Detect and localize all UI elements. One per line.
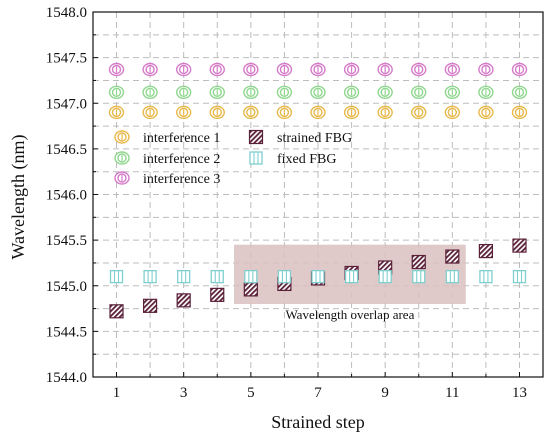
point-fixed-FBG xyxy=(412,269,426,284)
overlap-area-label: Wavelength overlap area xyxy=(285,307,414,322)
point-interference-2 xyxy=(175,85,192,100)
point-interference-2 xyxy=(377,85,393,100)
point-interference-3 xyxy=(511,62,528,77)
x-tick-label: 1 xyxy=(113,385,121,401)
y-axis: 1544.0 1544.5 1545.0 1545.5 1546.0 1546.5 1547… xyxy=(46,5,98,386)
legend-label-interference-3: interference 3 xyxy=(143,172,220,187)
series-interference-1 xyxy=(108,105,528,120)
x-tick-label: 11 xyxy=(445,385,459,401)
point-interference-2 xyxy=(108,85,125,100)
legend: interference 1 interference 2 interference… xyxy=(114,129,352,187)
point-interference-1 xyxy=(175,105,192,120)
x-tick-label: 9 xyxy=(381,385,389,401)
point-interference-1 xyxy=(243,105,259,120)
point-interference-2 xyxy=(343,85,360,100)
point-interference-2 xyxy=(411,85,427,100)
series-interference-2 xyxy=(108,85,528,100)
x-tick-label: 7 xyxy=(314,385,322,401)
point-interference-1 xyxy=(478,105,494,120)
point-strained-FBG xyxy=(445,249,460,264)
point-strained-FBG xyxy=(243,282,258,297)
x-tick-label: 5 xyxy=(247,385,255,401)
y-axis-title: Wavelength (nm) xyxy=(8,134,29,259)
point-interference-3 xyxy=(142,62,158,77)
series-strained-FBG xyxy=(109,238,527,319)
x-axis: 1 3 5 7 9 11 13 xyxy=(113,372,527,401)
point-interference-1 xyxy=(142,105,158,120)
point-interference-2 xyxy=(276,85,293,100)
point-fixed-FBG xyxy=(177,269,191,284)
y-tick-label: 1548.0 xyxy=(46,5,87,21)
y-tick-label: 1544.5 xyxy=(46,324,87,340)
point-interference-3 xyxy=(310,62,326,77)
point-fixed-FBG xyxy=(143,269,157,284)
point-fixed-FBG xyxy=(378,269,392,284)
point-interference-2 xyxy=(444,85,461,100)
point-interference-2 xyxy=(142,85,158,100)
point-fixed-FBG xyxy=(277,269,292,284)
y-tick-label: 1545.5 xyxy=(46,233,87,249)
point-fixed-FBG xyxy=(109,269,124,284)
point-interference-3 xyxy=(478,62,494,77)
legend-label-interference-1: interference 1 xyxy=(143,131,220,146)
point-interference-2 xyxy=(243,85,259,100)
y-tick-label: 1544.0 xyxy=(46,370,87,386)
y-tick-label: 1547.5 xyxy=(46,51,87,67)
point-fixed-FBG xyxy=(512,269,527,284)
point-interference-1 xyxy=(108,105,125,120)
point-interference-1 xyxy=(310,105,326,120)
point-interference-1 xyxy=(377,105,393,120)
y-tick-label: 1547.0 xyxy=(46,96,87,112)
point-interference-2 xyxy=(310,85,326,100)
point-interference-3 xyxy=(444,62,461,77)
point-interference-2 xyxy=(209,85,225,100)
point-interference-3 xyxy=(276,62,293,77)
point-fixed-FBG xyxy=(479,269,493,284)
point-interference-1 xyxy=(343,105,360,120)
point-interference-1 xyxy=(209,105,225,120)
point-fixed-FBG xyxy=(210,269,224,284)
y-tick-label: 1546.5 xyxy=(46,142,87,158)
point-fixed-FBG xyxy=(344,269,359,284)
point-strained-FBG xyxy=(210,287,225,302)
point-fixed-FBG xyxy=(311,269,325,284)
legend-label-strained-FBG: strained FBG xyxy=(277,131,352,146)
legend-label-interference-2: interference 2 xyxy=(143,152,220,167)
legend-marker-interference-1 xyxy=(114,130,130,144)
point-strained-FBG xyxy=(478,243,494,259)
point-interference-3 xyxy=(343,62,360,77)
point-strained-FBG xyxy=(109,304,124,319)
point-interference-3 xyxy=(377,62,393,77)
x-axis-title: Strained step xyxy=(271,412,364,432)
x-tick-label: 3 xyxy=(180,385,188,401)
point-strained-FBG xyxy=(142,298,158,313)
legend-marker-strained-FBG xyxy=(248,129,264,145)
point-interference-1 xyxy=(411,105,427,120)
point-interference-3 xyxy=(243,62,259,77)
series-fixed-FBG xyxy=(109,269,527,284)
x-tick-label: 13 xyxy=(512,385,527,401)
legend-marker-interference-2 xyxy=(114,151,130,165)
point-interference-3 xyxy=(411,62,427,77)
series-interference-3 xyxy=(108,62,528,77)
point-strained-FBG xyxy=(512,238,527,253)
point-fixed-FBG xyxy=(244,269,258,284)
point-interference-2 xyxy=(511,85,528,100)
legend-marker-interference-3 xyxy=(114,171,130,185)
legend-label-fixed-FBG: fixed FBG xyxy=(277,152,337,167)
y-tick-label: 1546.0 xyxy=(46,188,87,204)
point-interference-1 xyxy=(276,105,293,120)
point-interference-3 xyxy=(108,62,125,77)
point-strained-FBG xyxy=(411,254,426,270)
point-interference-3 xyxy=(175,62,192,77)
point-interference-2 xyxy=(478,85,494,100)
point-interference-1 xyxy=(444,105,461,120)
point-fixed-FBG xyxy=(445,269,459,284)
point-strained-FBG xyxy=(176,293,191,308)
legend-marker-fixed-FBG xyxy=(249,151,263,165)
y-tick-label: 1545.0 xyxy=(46,279,87,295)
point-interference-1 xyxy=(511,105,528,120)
point-interference-3 xyxy=(209,62,225,77)
